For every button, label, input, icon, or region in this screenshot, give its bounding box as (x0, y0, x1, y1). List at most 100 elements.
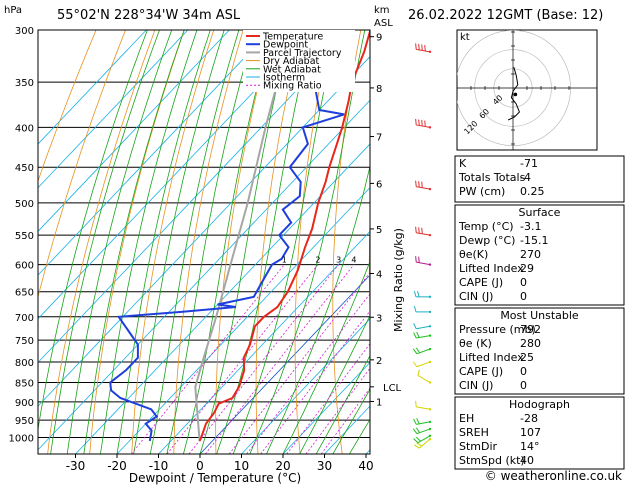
isotherm-line (38, 30, 272, 276)
wind-barb-flag (424, 44, 426, 52)
mixing-ratio-line (228, 271, 370, 454)
table-value: -28 (520, 412, 538, 425)
mixing-ratio-value-label: 15 (425, 256, 435, 265)
table-value: 0 (520, 276, 527, 289)
altitude-tick-label: 7 (376, 133, 382, 144)
wind-barb-base (428, 360, 432, 364)
wet-adiabat-line (149, 30, 240, 454)
station-title: 55°02'N 228°34'W 34m ASL (57, 8, 241, 23)
wind-barb-flag (415, 43, 417, 50)
wind-barb-flag (415, 436, 421, 442)
legend-entry: Wet Adiabat (263, 64, 321, 75)
altitude-tick-label: LCL (383, 383, 402, 394)
wind-barb-staff (417, 375, 431, 383)
table-value: 107 (520, 426, 541, 439)
altitude-tick-label: 1 (376, 397, 382, 408)
mixing-ratio-line (166, 264, 319, 454)
wind-barb-flag (416, 331, 420, 338)
dry-adiabat-line (131, 30, 215, 454)
wind-barb (413, 290, 432, 299)
temperature-tick-label: 40 (358, 459, 373, 473)
mixing-ratio-line (205, 264, 355, 454)
table-label: CIN (J) (459, 379, 493, 392)
wind-barb-staff (416, 421, 431, 425)
isotherm-line (199, 274, 370, 454)
wind-barb (413, 323, 432, 330)
hodograph-unit: kt (460, 32, 470, 43)
wind-barb-flag (412, 361, 418, 368)
isotherm-line (38, 30, 189, 189)
hodograph-table-title: Hodograph (509, 398, 570, 411)
wind-barb-base (428, 381, 432, 384)
table-label: StmSpd (kt) (459, 454, 525, 467)
wind-barb-flag (413, 438, 419, 444)
pressure-tick-label: 800 (15, 358, 34, 369)
wet-adiabat-line (332, 388, 370, 454)
wind-barb-flag (412, 428, 418, 434)
table-label: CAPE (J) (459, 365, 503, 378)
pressure-tick-label: 500 (15, 199, 34, 210)
x-axis-label: Dewpoint / Temperature (°C) (129, 471, 301, 485)
mixing-ratio-value-label: 6 (374, 256, 379, 265)
wind-barb-staff (416, 232, 431, 236)
table-label: Lifted Index (459, 262, 524, 275)
mixing-ratio-value-label: 2 (315, 256, 320, 265)
wet-adiabat-lines (38, 30, 370, 454)
plot-area: 12346810152025 (38, 30, 629, 454)
wind-barb-staff (416, 261, 431, 266)
table-label: CIN (J) (459, 290, 493, 303)
dry-adiabat-line (89, 30, 185, 454)
wind-barb (415, 256, 432, 266)
wind-barb-flag (421, 181, 423, 188)
dry-adiabat-line (294, 30, 332, 454)
pressure-tick-label: 350 (15, 78, 34, 89)
pressure-tick-label: 750 (15, 336, 34, 347)
mixing-ratio-lines (130, 264, 370, 454)
temperature-axis: -30 -20 -10 0 10 20 30 40 (66, 454, 374, 473)
wind-barb-base (428, 420, 432, 424)
table-value: 0 (520, 290, 527, 303)
isotherm-line (38, 30, 147, 145)
mixing-ratio-line (246, 293, 370, 454)
table-label: CAPE (J) (459, 276, 503, 289)
wind-barb (413, 434, 432, 444)
wind-barb-staff (416, 406, 431, 410)
wet-adiabat-line (249, 30, 366, 454)
parcel-trajectory-line (194, 30, 293, 441)
wind-barb (412, 427, 432, 435)
wet-adiabat-line (199, 30, 292, 454)
dry-adiabat-line (626, 30, 629, 454)
wind-barb-flag (413, 332, 417, 339)
wind-barb-base (428, 50, 432, 54)
wind-barb-flag (424, 120, 426, 127)
mixing-ratio-labels: 12346810152025 (282, 256, 435, 265)
wind-barb-flag (415, 347, 421, 354)
wind-barb-staff (416, 361, 431, 368)
altitude-tick-label: 4 (376, 270, 382, 281)
wind-barb-staff (417, 435, 431, 444)
wind-barb-base (428, 310, 432, 314)
storm-motion-marker (513, 92, 518, 97)
wet-adiabat-line (83, 30, 185, 454)
wind-barb (413, 418, 432, 425)
legend-entry: Isotherm (263, 73, 305, 84)
wind-barb-flag (415, 256, 417, 263)
mixing-ratio-axis-label: Mixing Ratio (g/kg) (392, 228, 405, 332)
km-label: km (374, 5, 390, 16)
wind-barb-flag (417, 369, 420, 376)
altitude-tick-label: 3 (376, 313, 382, 324)
legend-entry: Dewpoint (263, 40, 308, 51)
pressure-tick-label: 550 (15, 231, 34, 242)
wind-barb-flag (418, 181, 420, 188)
wind-barb-flag (421, 44, 423, 51)
wet-adiabat-line (166, 30, 256, 454)
wind-barb-staff (416, 428, 431, 435)
dry-adiabat-line (332, 30, 362, 454)
legend-entry: Mixing Ratio (263, 81, 322, 92)
pressure-tick-label: 300 (15, 26, 34, 37)
pressure-unit-label: hPa (4, 5, 22, 16)
mixing-ratio-value-label: 1 (282, 256, 287, 265)
temperature-tick-label: -10 (149, 459, 169, 473)
